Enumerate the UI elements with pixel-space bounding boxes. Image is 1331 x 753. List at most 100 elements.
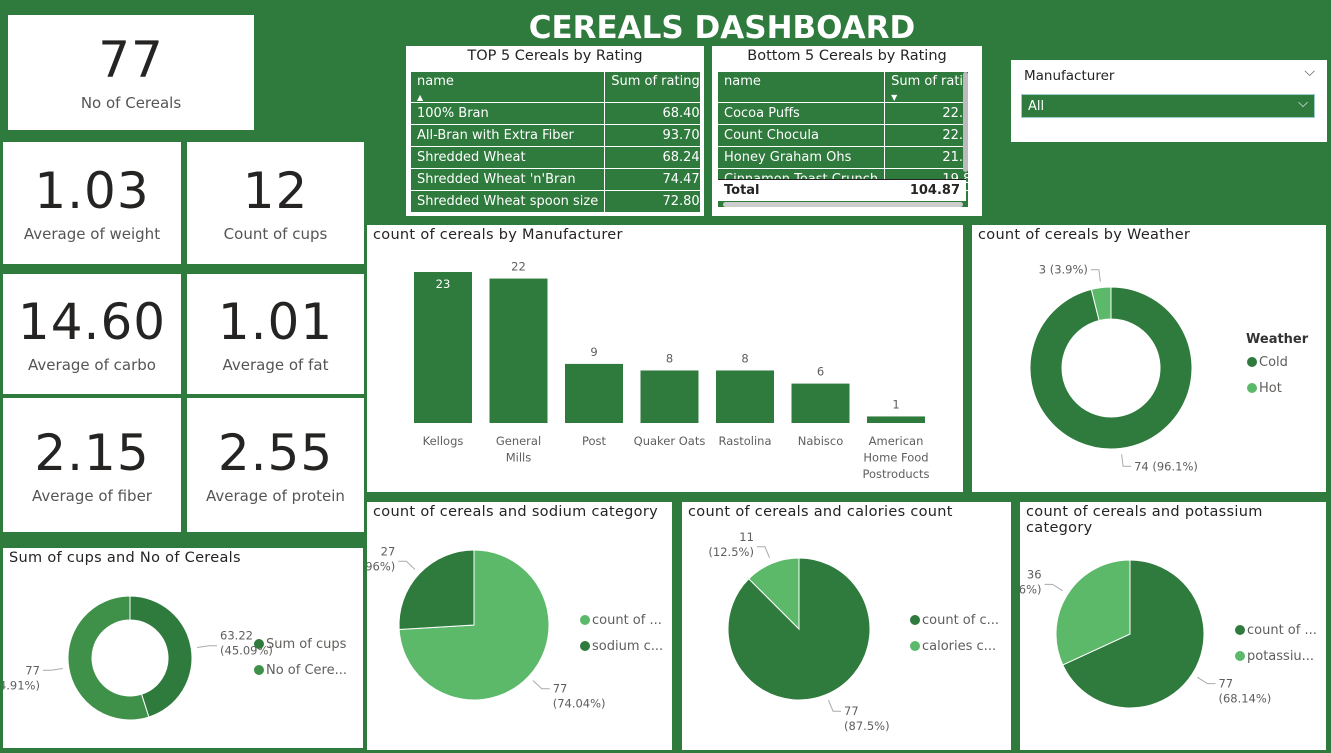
kpi-label: Average of carbo [28,355,156,374]
slice [67,595,150,721]
x-tick-label: Post [582,434,607,448]
slicer-dropdown[interactable]: All ⌵ [1021,94,1315,118]
table-title: TOP 5 Cereals by Rating [467,48,643,64]
chart-title: count of cereals and sodium category [373,504,658,520]
legend-marker [1235,625,1245,635]
leader-line [532,680,550,690]
data-label: 36(31.86%) [1020,567,1042,596]
x-tick-label: Quaker Oats [634,434,706,448]
table-row: Shredded Wheat spoon size 72.80 [411,190,700,212]
x-tick-label: Nabisco [798,434,844,448]
table-row: Shredded Wheat 68.24 [411,146,700,169]
chart-panel: Sum of cups and No of Cereals 63.22 (45.09… [3,548,363,748]
legend-marker [1247,383,1257,393]
leader-line [828,699,842,712]
table-cell: Shredded Wheat spoon size [411,190,606,212]
legend-title: Weather [1246,332,1309,347]
scrollbar [963,72,968,172]
column-header-text: name [417,74,454,89]
chart-title: Sum of cups and No of Cereals [9,550,241,566]
legend-label: count of ... [592,613,662,628]
x-tick-label: Rastolina [718,434,771,448]
legend-marker [910,641,920,651]
table-row: 100% Bran 68.40 [411,102,700,125]
table-cell: 68.24 [604,146,700,169]
table-cell: Shredded Wheat [411,146,606,169]
slice [1062,559,1205,709]
kpi-label: Average of fat [222,355,329,374]
kpi-card: 14.60 Average of carbo [3,274,181,394]
table-cell: 93.70 [604,124,700,147]
table-cell: 68.40 [604,102,700,125]
table-cell: All-Bran with Extra Fiber [411,124,606,147]
chart-title: count of cereals and potassium category [1026,504,1263,536]
bar [489,278,548,423]
sort-icon: ▲ [417,93,424,102]
chart-panel: count of cereals and calories count 77 (87… [682,502,1011,750]
sort-icon: ▼ [891,93,898,102]
x-tick-label: Kellogs [423,434,464,448]
chart: 63.22(45.09%) 77(54.91%) Sum of cups No of … [3,595,347,721]
kpi-card: 2.15 Average of fiber [3,398,181,532]
chart: 74 (96.1%) 3 (3.9%) Weather Cold Hot [1029,263,1309,473]
leader-line [1121,454,1132,467]
header-row: name Sum of rating ▼ [718,72,968,103]
leader-line [1090,269,1101,282]
data-label: 11 (12.5%) [708,530,754,559]
slicer: Manufacturer ⌵ All ⌵ [1011,60,1327,142]
chart-panel: count of cereals and sodium category 77 (7… [367,502,672,750]
table-cell: Shredded Wheat 'n'Bran [411,168,606,191]
column-header: name [718,72,886,103]
chart: 77 (87.5%) 11 (12.5%) count of c... calories … [708,530,999,733]
kpi-value: 1.03 [34,161,150,220]
legend-label: No of Cere... [266,663,347,678]
data-label: 6 [817,365,824,379]
slice [1055,559,1131,666]
data-label: 27(25.96%) [367,544,395,573]
column-header-text: name [724,74,761,89]
leader-line [1044,583,1063,592]
legend-marker [1247,357,1257,367]
kpi-card: 1.03 Average of weight [3,142,181,264]
table-cell: 100% Bran [411,102,606,125]
legend-label: count of ... [1247,623,1317,638]
legend-label: Cold [1259,355,1288,370]
dashboard-title: CEREALS DASHBOARD [528,10,916,46]
column-header: Sum of rating [604,72,700,103]
legend-marker [580,641,590,651]
leader-line [197,645,218,649]
slicer-label: Manufacturer [1024,68,1115,84]
data-label: 9 [590,345,597,359]
data-label: 77(54.91%) [3,663,40,692]
bar [640,370,699,423]
kpi-label: Average of fiber [32,486,152,505]
legend-marker [1235,651,1245,661]
slicer-value: All [1028,99,1045,114]
kpi-card: 12 Count of cups [187,142,364,264]
kpi-value: 2.15 [34,423,150,482]
bar [867,416,925,423]
legend-label: potassiu... [1247,649,1314,664]
header-row: name ▲ Sum of rating [411,72,700,103]
legend-marker [254,639,264,649]
total-cell: Total [724,183,760,198]
leader-line [42,667,63,671]
legend-label: sodium c... [592,639,663,654]
slice [1090,286,1112,322]
data-label: 8 [666,351,673,365]
data-label: 77 (74.04%) [553,682,606,711]
table: name ▲ Sum of rating 100% Bran 68.40 All-Bran… [411,72,700,212]
legend-label: calories c... [922,639,996,654]
table-cell: 72.80 [604,190,700,212]
bar [791,383,850,423]
table-cell: Cocoa Puffs [718,102,886,125]
slice [398,549,475,631]
chevron: ⌵ [1298,96,1308,111]
kpi-card: 2.55 Average of protein [187,398,364,532]
x-tick-label: American Home Food Postroducts [863,434,930,481]
